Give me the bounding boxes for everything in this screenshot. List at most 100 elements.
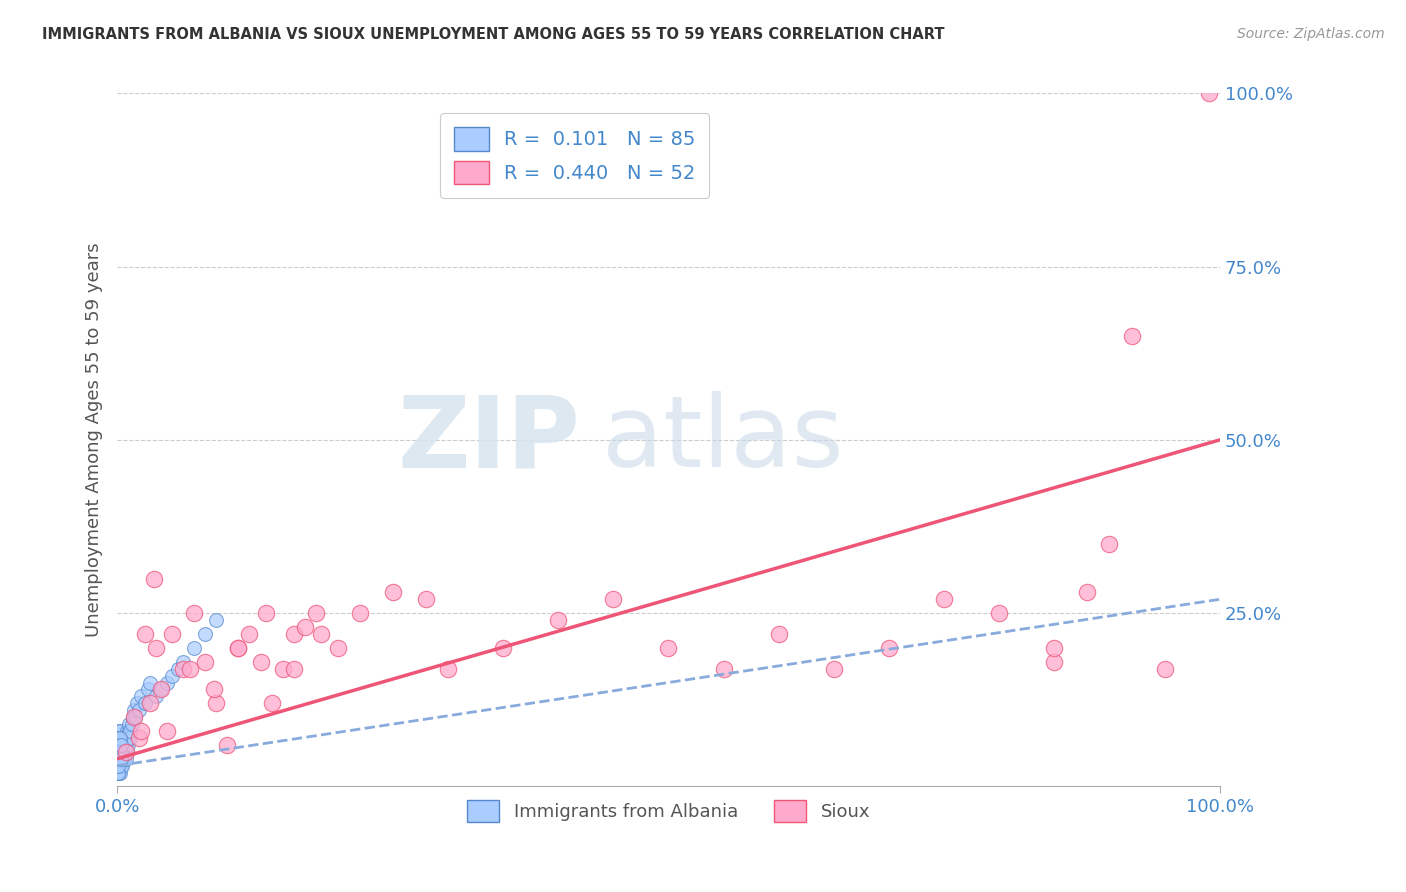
Point (124, 710, 146, 724)
Point (108, 731, 131, 745)
Point (156, 724, 179, 739)
Point (107, 765, 129, 780)
Point (309, 627, 332, 641)
Point (107, 745, 129, 759)
Point (108, 745, 131, 759)
Point (111, 758, 134, 772)
Point (1198, 87, 1220, 101)
Point (156, 675, 179, 690)
Point (877, 640, 900, 655)
Point (111, 738, 134, 752)
Point (131, 690, 153, 704)
Text: Source: ZipAtlas.com: Source: ZipAtlas.com (1237, 27, 1385, 41)
Point (115, 724, 138, 739)
Point (657, 640, 679, 655)
Point (108, 765, 131, 780)
Point (194, 655, 217, 669)
Point (107, 758, 129, 772)
Point (128, 703, 150, 717)
Point (547, 613, 569, 627)
Point (112, 731, 135, 745)
Point (150, 682, 173, 697)
Point (112, 752, 135, 766)
Point (228, 640, 250, 655)
Text: atlas: atlas (602, 392, 844, 489)
Point (492, 640, 515, 655)
Point (117, 731, 139, 745)
Point (114, 752, 136, 766)
Point (118, 724, 141, 739)
Point (166, 662, 188, 676)
Point (118, 731, 141, 745)
Point (145, 690, 167, 704)
Point (110, 738, 132, 752)
Point (107, 731, 129, 745)
Point (110, 738, 132, 752)
Point (114, 731, 136, 745)
Point (1121, 329, 1143, 343)
Point (107, 758, 129, 772)
Point (381, 585, 404, 599)
Point (115, 731, 138, 745)
Point (823, 662, 845, 676)
Y-axis label: Unemployment Among Ages 55 to 59 years: Unemployment Among Ages 55 to 59 years (86, 243, 103, 637)
Point (108, 731, 131, 745)
Point (254, 606, 277, 620)
Point (217, 738, 239, 752)
Point (238, 627, 260, 641)
Point (107, 765, 129, 780)
Point (183, 606, 205, 620)
Point (162, 627, 184, 641)
Point (110, 752, 132, 766)
Point (125, 696, 148, 710)
Point (117, 738, 139, 752)
Point (139, 675, 162, 690)
Point (602, 592, 624, 607)
Point (110, 745, 132, 759)
Point (139, 696, 162, 710)
Point (205, 696, 228, 710)
Point (110, 752, 132, 766)
Point (768, 627, 790, 641)
Point (112, 745, 135, 759)
Point (110, 758, 132, 772)
Point (107, 738, 129, 752)
Point (107, 752, 129, 766)
Point (415, 592, 437, 607)
Point (326, 640, 349, 655)
Point (283, 662, 305, 676)
Point (134, 627, 156, 641)
Point (283, 627, 305, 641)
Point (136, 682, 159, 697)
Point (108, 738, 131, 752)
Point (249, 655, 271, 669)
Point (142, 572, 165, 586)
Point (202, 682, 225, 697)
Point (437, 662, 460, 676)
Point (194, 627, 217, 641)
Point (108, 752, 131, 766)
Point (112, 738, 135, 752)
Point (162, 668, 184, 682)
Point (121, 717, 143, 731)
Point (120, 724, 142, 739)
Point (713, 662, 735, 676)
Point (118, 717, 141, 731)
Text: ZIP: ZIP (398, 392, 581, 489)
Point (108, 765, 131, 780)
Point (110, 752, 132, 766)
Point (988, 606, 1011, 620)
Point (115, 738, 138, 752)
Point (110, 752, 132, 766)
Point (108, 758, 131, 772)
Point (1043, 640, 1066, 655)
Point (108, 745, 131, 759)
Point (115, 745, 138, 759)
Point (108, 752, 131, 766)
Legend: Immigrants from Albania, Sioux: Immigrants from Albania, Sioux (456, 789, 882, 833)
Point (294, 620, 316, 634)
Point (304, 606, 326, 620)
Point (110, 731, 132, 745)
Point (114, 738, 136, 752)
Point (112, 752, 135, 766)
